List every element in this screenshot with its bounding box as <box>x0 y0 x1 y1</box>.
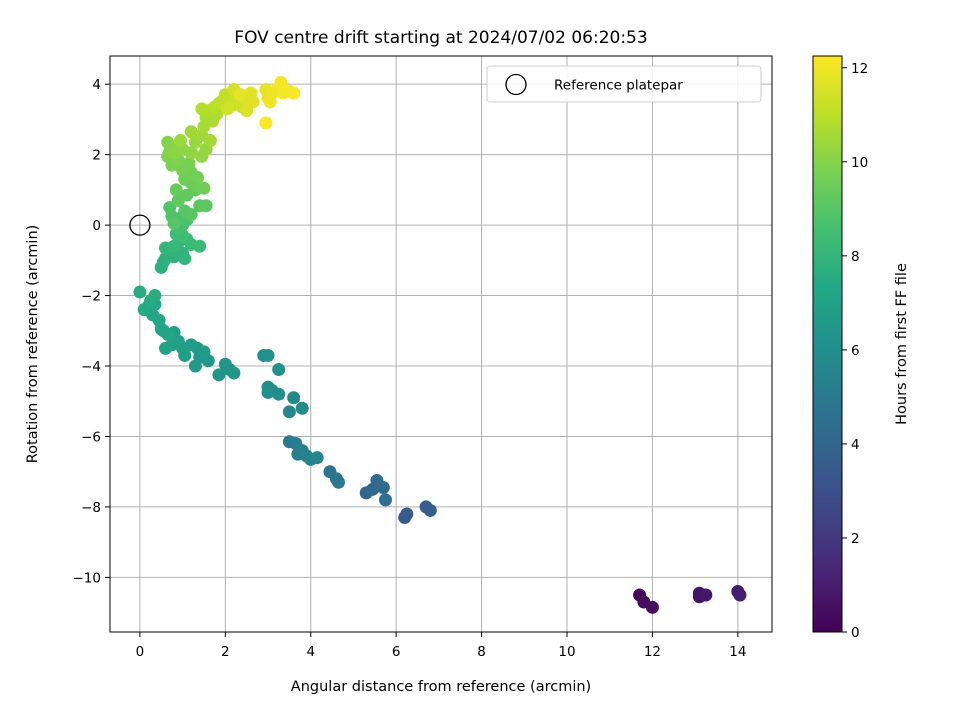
colorbar-tick-label: 8 <box>851 249 860 265</box>
y-tick-label: 4 <box>92 77 101 93</box>
y-tick-label: −2 <box>81 289 101 305</box>
colorbar-tick-label: 2 <box>851 531 860 547</box>
y-axis-ticks: −10 −8 −6 −4 −2 0 2 4 <box>73 77 110 586</box>
data-point <box>376 481 390 495</box>
data-point <box>161 327 175 341</box>
x-axis-ticks: 0 2 4 6 8 10 12 14 <box>136 632 746 660</box>
reference-marker <box>129 214 151 236</box>
y-tick-label: −4 <box>81 359 101 375</box>
colorbar-frame <box>812 55 843 633</box>
data-point <box>261 385 275 399</box>
colorbar-fill <box>813 56 842 632</box>
colorbar-tick-label: 0 <box>851 625 860 641</box>
data-point <box>645 600 659 614</box>
colorbar-label: Hours from first FF file <box>894 263 910 425</box>
y-tick-label: 2 <box>92 148 101 164</box>
x-tick-label: 8 <box>477 644 486 660</box>
data-point <box>191 171 205 185</box>
data-point <box>699 588 713 602</box>
data-point <box>212 368 226 382</box>
data-point <box>163 200 177 214</box>
chart-title: FOV centre drift starting at 2024/07/02 … <box>234 28 647 48</box>
colorbar: 0 2 4 6 8 10 12 Hours from first FF file <box>812 55 910 641</box>
y-tick-label: −10 <box>73 570 102 586</box>
data-point <box>203 134 217 148</box>
data-point <box>261 348 275 362</box>
data-point <box>184 146 198 160</box>
data-point <box>274 75 288 89</box>
legend: Reference platepar <box>486 65 762 103</box>
data-point <box>310 451 324 465</box>
data-point <box>233 88 247 102</box>
data-point <box>423 503 437 517</box>
data-point <box>197 181 211 195</box>
data-point <box>133 285 147 299</box>
legend-label: Reference platepar <box>554 78 683 94</box>
data-point <box>400 507 414 521</box>
data-point <box>159 341 173 355</box>
y-tick-label: −8 <box>81 500 101 516</box>
data-point <box>195 102 209 116</box>
data-point <box>173 134 187 148</box>
colorbar-ticks: 0 2 4 6 8 10 12 <box>842 61 868 641</box>
data-point <box>220 102 234 116</box>
data-point <box>263 95 277 109</box>
legend-marker <box>505 73 527 96</box>
y-tick-label: 0 <box>92 218 101 234</box>
colorbar-tick-label: 12 <box>851 61 868 77</box>
colorbar-tick-label: 4 <box>851 437 860 453</box>
data-point <box>169 183 183 197</box>
x-tick-label: 6 <box>392 644 401 660</box>
data-point <box>246 95 260 109</box>
x-tick-label: 12 <box>644 644 661 660</box>
data-point <box>287 391 301 405</box>
data-point <box>282 405 296 419</box>
y-tick-label: −6 <box>81 429 101 445</box>
data-point <box>733 588 747 602</box>
plot-frame <box>109 55 773 633</box>
data-point <box>199 199 213 213</box>
data-point <box>197 345 211 359</box>
x-tick-label: 10 <box>558 644 575 660</box>
x-tick-label: 2 <box>221 644 230 660</box>
data-point <box>378 493 392 507</box>
data-point <box>259 116 273 130</box>
x-tick-label: 14 <box>729 644 746 660</box>
y-axis-label: Rotation from reference (arcmin) <box>25 225 41 464</box>
data-point <box>295 401 309 415</box>
data-points <box>133 75 747 614</box>
data-point <box>184 208 198 222</box>
data-point <box>331 475 345 489</box>
data-point <box>272 363 286 377</box>
data-point <box>272 387 286 401</box>
colorbar-tick-label: 10 <box>851 155 868 171</box>
reference-point <box>129 214 151 236</box>
x-tick-label: 4 <box>306 644 315 660</box>
x-tick-label: 0 <box>136 644 145 660</box>
data-point <box>227 366 241 380</box>
legend-box <box>486 65 762 103</box>
data-point <box>287 86 301 100</box>
data-point <box>167 216 181 230</box>
data-point <box>178 252 192 266</box>
data-point <box>188 359 202 373</box>
x-axis-label: Angular distance from reference (arcmin) <box>291 679 591 695</box>
data-point <box>193 239 207 253</box>
data-point <box>182 156 196 170</box>
colorbar-tick-label: 6 <box>851 343 860 359</box>
data-point <box>148 289 162 303</box>
data-point <box>184 125 198 139</box>
